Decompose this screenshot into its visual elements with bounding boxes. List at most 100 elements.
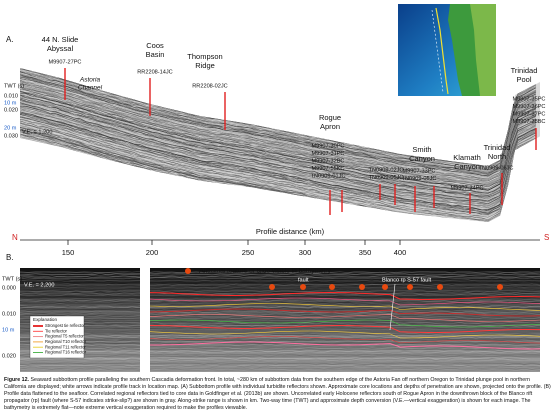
reflector bbox=[20, 347, 540, 350]
reflector bbox=[20, 288, 540, 290]
reflector bbox=[20, 325, 540, 327]
reflector bbox=[20, 322, 540, 324]
reflector bbox=[20, 288, 540, 291]
reflector bbox=[20, 84, 537, 184]
reflector bbox=[20, 351, 540, 354]
seismic-profile-b bbox=[20, 268, 540, 372]
reflector bbox=[20, 69, 537, 168]
reflector bbox=[20, 90, 537, 190]
anticline-dots bbox=[269, 284, 503, 290]
reflector bbox=[20, 346, 540, 349]
caption-label: Figure 12. bbox=[4, 377, 30, 383]
reflector bbox=[20, 318, 540, 321]
reflector bbox=[20, 280, 540, 282]
core-id: M9907-38BC bbox=[513, 119, 546, 125]
reflector bbox=[20, 283, 540, 286]
anticline-dot bbox=[269, 284, 275, 290]
reflector bbox=[20, 362, 540, 364]
axis-title: TWT (s) bbox=[2, 276, 22, 282]
reflector bbox=[20, 113, 537, 214]
reflector bbox=[20, 330, 540, 333]
reflector bbox=[20, 365, 540, 367]
reflector bbox=[20, 302, 540, 304]
reflector bbox=[20, 332, 540, 334]
reflector bbox=[20, 332, 540, 335]
reflector bbox=[20, 356, 540, 359]
anticline-dot bbox=[359, 284, 365, 290]
reflector bbox=[20, 121, 537, 220]
reflector bbox=[20, 115, 537, 215]
reflector bbox=[20, 128, 537, 222]
reflector bbox=[20, 328, 540, 331]
depth-tick: 10 m bbox=[4, 100, 17, 106]
reflector bbox=[20, 278, 540, 280]
core-id: M9907-32BC bbox=[312, 158, 345, 164]
reflector bbox=[20, 334, 540, 336]
core-lines bbox=[64, 68, 537, 215]
caption-text: Seaward subbottom profile paralleling th… bbox=[4, 377, 551, 411]
core-id: M9907-37PC bbox=[513, 111, 546, 117]
anticline-dot bbox=[437, 284, 443, 290]
site-name: Ridge bbox=[195, 61, 215, 70]
core-id: TN0909-05JC bbox=[369, 175, 404, 181]
site-name: Basin bbox=[146, 50, 165, 59]
site-name: Apron bbox=[320, 122, 340, 131]
reflector bbox=[20, 286, 540, 289]
axis-tick: 0.020 bbox=[4, 107, 18, 113]
anticline-dot bbox=[407, 284, 413, 290]
reflector bbox=[20, 358, 540, 360]
core-id: TN0909-01JC bbox=[311, 173, 346, 179]
reflector bbox=[20, 367, 540, 369]
reflector bbox=[20, 299, 540, 301]
tick-label: 150 bbox=[62, 248, 75, 257]
legend-label: Regional T5 reflector bbox=[45, 334, 84, 339]
reflector bbox=[20, 330, 540, 332]
site-name: North bbox=[488, 152, 506, 161]
core-id: TN0909-05JC bbox=[402, 176, 437, 182]
reflector-line bbox=[149, 297, 540, 306]
site-name: Smith bbox=[412, 145, 431, 154]
reflector bbox=[20, 355, 540, 357]
site-name: Klamath bbox=[453, 153, 481, 162]
channel-label: Channel bbox=[78, 85, 103, 92]
reflector bbox=[20, 277, 540, 280]
reflector-lines bbox=[149, 291, 540, 350]
reflector-line bbox=[149, 319, 540, 328]
reflector bbox=[20, 366, 540, 368]
legend-label: Tie reflector bbox=[45, 328, 68, 333]
reflector bbox=[20, 361, 540, 364]
fault-label: Blanco rp S-57 fault bbox=[382, 277, 432, 283]
reflector bbox=[20, 290, 540, 292]
reflector bbox=[20, 97, 537, 196]
panel-label: A. bbox=[6, 35, 14, 44]
reflector bbox=[20, 355, 540, 358]
reflector bbox=[20, 274, 540, 277]
channel-label: Astoria bbox=[79, 77, 101, 84]
reflector bbox=[20, 106, 537, 205]
reflector bbox=[20, 319, 540, 322]
reflector bbox=[20, 311, 540, 313]
reflector bbox=[20, 337, 540, 340]
reflector-line bbox=[149, 314, 540, 322]
reflector bbox=[20, 96, 537, 196]
reflector-line bbox=[149, 324, 540, 333]
reflector bbox=[20, 284, 540, 287]
core-id: RR2208-14JC bbox=[137, 69, 172, 75]
reflector bbox=[20, 334, 540, 337]
reflector bbox=[20, 289, 540, 291]
legend-text: = Anticlinal feature or slide visible in… bbox=[194, 268, 331, 275]
axis-title: TWT (s) bbox=[4, 83, 24, 89]
tick-label: 400 bbox=[394, 248, 407, 257]
reflector bbox=[20, 333, 540, 336]
reflector bbox=[20, 101, 537, 200]
site-name: Pool bbox=[516, 75, 531, 84]
reflector bbox=[20, 301, 540, 303]
reflector bbox=[20, 292, 540, 294]
core-id: M9907-31PC bbox=[312, 151, 345, 157]
reflector bbox=[20, 107, 537, 206]
reflector bbox=[20, 364, 540, 366]
reflector bbox=[20, 276, 540, 278]
reflector bbox=[20, 367, 540, 370]
reflector bbox=[20, 283, 540, 285]
reflector bbox=[20, 313, 540, 315]
